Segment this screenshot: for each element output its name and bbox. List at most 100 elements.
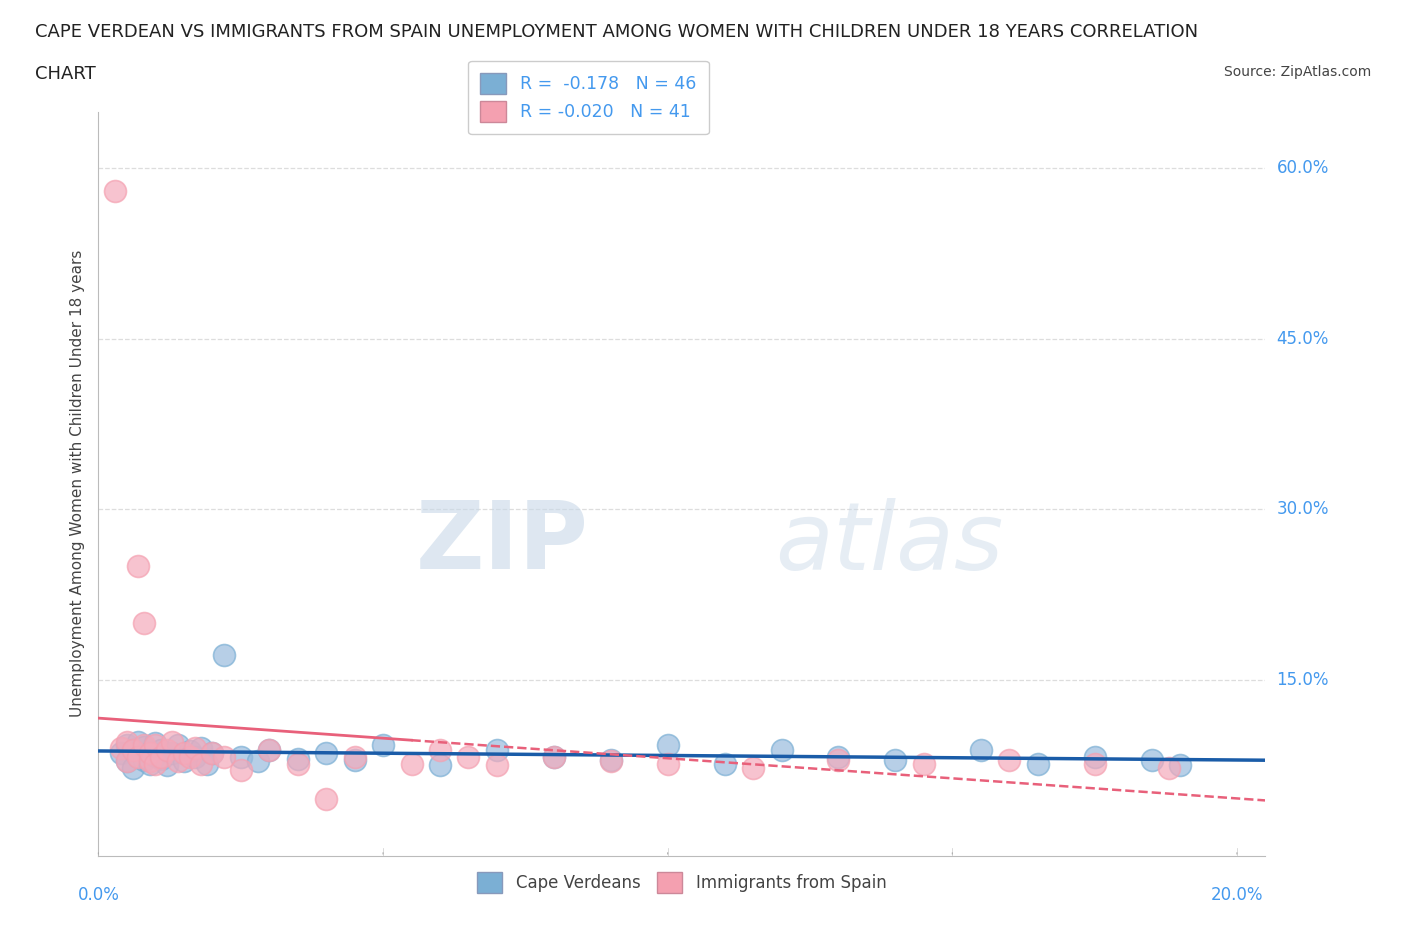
Point [138, 746, 160, 761]
Point [998, 752, 1021, 767]
Point [1140, 752, 1163, 767]
Point [827, 752, 849, 767]
Point [229, 763, 252, 777]
Point [770, 742, 793, 757]
Point [543, 750, 565, 764]
Point [121, 742, 143, 757]
Point [1084, 750, 1107, 764]
Point [485, 742, 508, 757]
Point [162, 735, 184, 750]
Text: CAPE VERDEAN VS IMMIGRANTS FROM SPAIN UNEMPLOYMENT AMONG WOMEN WITH CHILDREN UND: CAPE VERDEAN VS IMMIGRANTS FROM SPAIN UN… [35, 23, 1198, 41]
Point [115, 735, 138, 750]
Text: Source: ZipAtlas.com: Source: ZipAtlas.com [1223, 65, 1371, 79]
Point [150, 750, 173, 764]
Point [599, 752, 621, 767]
Point [343, 752, 366, 767]
Point [212, 647, 235, 662]
Point [229, 750, 252, 764]
Text: atlas: atlas [775, 498, 1004, 589]
Point [104, 183, 127, 198]
Point [110, 740, 132, 755]
Point [162, 746, 184, 761]
Point [257, 742, 280, 757]
Point [132, 738, 155, 753]
Point [429, 757, 451, 772]
Point [657, 738, 679, 753]
Point [115, 754, 138, 769]
Point [343, 750, 366, 764]
Point [150, 751, 173, 766]
Point [138, 756, 160, 771]
Point [1026, 756, 1049, 771]
Point [195, 756, 218, 771]
Point [1157, 761, 1180, 776]
Point [127, 559, 149, 574]
Point [115, 754, 138, 769]
Point [246, 754, 269, 769]
Point [429, 742, 451, 757]
Point [156, 742, 179, 757]
Point [173, 746, 195, 761]
Text: 0.0%: 0.0% [77, 886, 120, 904]
Point [179, 750, 201, 764]
Point [127, 750, 149, 764]
Point [371, 738, 394, 753]
Point [110, 746, 132, 761]
Point [167, 754, 190, 769]
Text: ZIP: ZIP [416, 498, 589, 589]
Point [287, 756, 309, 771]
Point [713, 756, 735, 771]
Point [1084, 756, 1107, 771]
Point [184, 740, 207, 755]
Text: CHART: CHART [35, 65, 96, 83]
Point [827, 750, 849, 764]
Point [143, 736, 166, 751]
Point [485, 757, 508, 772]
Point [143, 749, 166, 764]
Point [143, 756, 166, 771]
Point [156, 757, 179, 772]
Point [190, 756, 212, 771]
Point [132, 752, 155, 767]
Point [143, 738, 166, 753]
Point [121, 742, 143, 757]
Point [150, 742, 173, 757]
Point [127, 735, 149, 750]
Point [257, 742, 280, 757]
Point [401, 756, 423, 771]
Point [127, 750, 149, 764]
Point [132, 739, 155, 754]
Legend: Cape Verdeans, Immigrants from Spain: Cape Verdeans, Immigrants from Spain [471, 866, 893, 899]
Point [457, 750, 479, 764]
Point [138, 745, 160, 760]
Point [599, 754, 621, 769]
Point [184, 750, 207, 764]
Point [657, 756, 679, 771]
Text: 20.0%: 20.0% [1211, 886, 1263, 904]
Point [190, 740, 212, 755]
Point [201, 746, 224, 761]
Point [201, 746, 224, 761]
Text: 15.0%: 15.0% [1277, 671, 1329, 688]
Point [1168, 757, 1191, 772]
Text: 60.0%: 60.0% [1277, 159, 1329, 178]
Point [173, 754, 195, 769]
Point [970, 742, 993, 757]
Point [132, 616, 155, 631]
Text: 45.0%: 45.0% [1277, 330, 1329, 348]
Point [167, 738, 190, 753]
Point [315, 791, 337, 806]
Point [543, 750, 565, 764]
Point [884, 752, 907, 767]
Y-axis label: Unemployment Among Women with Children Under 18 years: Unemployment Among Women with Children U… [69, 250, 84, 717]
Point [912, 756, 935, 771]
Text: 30.0%: 30.0% [1277, 500, 1329, 518]
Point [121, 761, 143, 776]
Point [138, 754, 160, 769]
Point [179, 744, 201, 759]
Point [315, 746, 337, 761]
Point [212, 750, 235, 764]
Point [742, 761, 765, 776]
Point [115, 738, 138, 753]
Point [287, 751, 309, 766]
